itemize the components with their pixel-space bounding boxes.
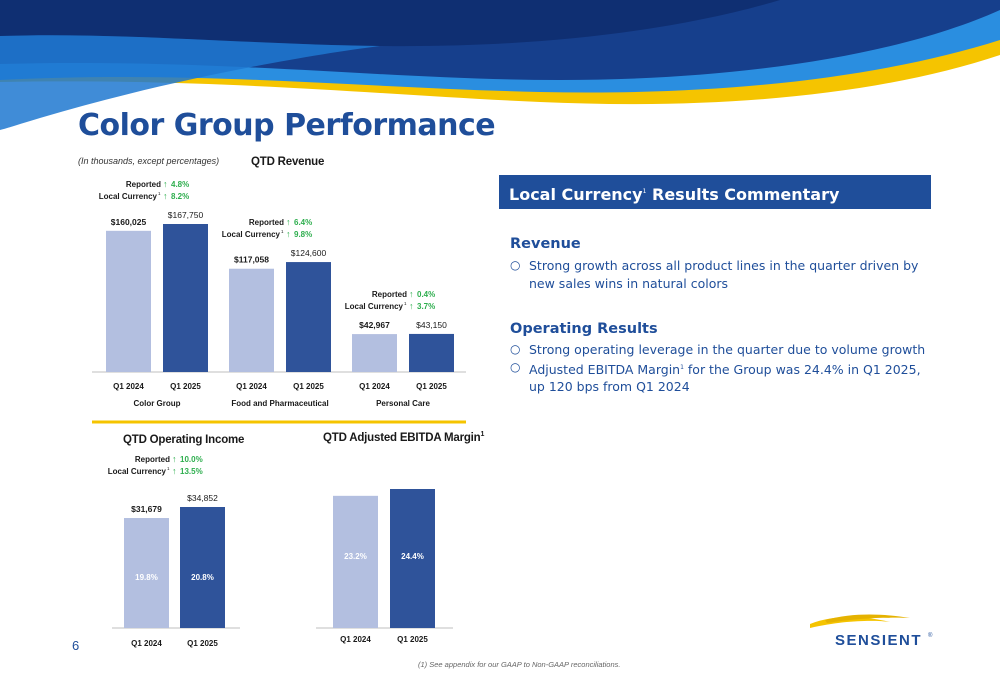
- operating-income-growth-local-value: 13.5%: [180, 467, 203, 476]
- operating-income-growth-local-label: Local Currency: [108, 467, 167, 476]
- revenue-growth-local-label: Local Currency: [222, 230, 281, 239]
- bullet-text: Strong growth across all product lines i…: [529, 258, 919, 291]
- revenue-bar: [286, 262, 331, 372]
- revenue-tick-label: Q1 2025: [293, 382, 324, 391]
- wave-left-blue: [0, 35, 380, 130]
- revenue-tick-label: Q1 2025: [170, 382, 201, 391]
- revenue-heading: Revenue: [510, 236, 581, 252]
- revenue-bar: [163, 224, 208, 372]
- revenue-growth-local-value: 3.7%: [417, 302, 435, 311]
- ebitda-tick-label: Q1 2024: [340, 635, 371, 644]
- ebitda-inner-label: 24.4%: [401, 552, 424, 561]
- revenue-bar: [106, 230, 151, 372]
- revenue-bullet: ○ Strong growth across all product lines …: [510, 257, 940, 292]
- page-title: Color Group Performance: [78, 108, 496, 143]
- revenue-growth-local-value: 8.2%: [171, 192, 189, 201]
- bullet-icon: ○: [510, 258, 521, 272]
- ebitda-bar: [390, 489, 435, 628]
- ebitda-bar: [333, 495, 378, 628]
- bullet-icon: ○: [510, 342, 521, 356]
- operating-income-growth-reported-value: 10.0%: [180, 455, 203, 464]
- revenue-group-label: Food and Pharmaceutical: [231, 399, 328, 408]
- operating-income-bar: [124, 518, 169, 628]
- page-number: 6: [72, 638, 80, 653]
- operating-income-growth-local-sup: 1: [167, 466, 170, 471]
- bullet-icon: ○: [510, 359, 521, 374]
- footnote: (1) See appendix for our GAAP to Non-GAA…: [418, 660, 621, 669]
- bullet-text: Strong operating leverage in the quarter…: [529, 342, 926, 357]
- revenue-value-label: $160,025: [111, 217, 147, 227]
- revenue-growth-local-arrow-icon: ↑: [163, 191, 168, 201]
- revenue-tick-label: Q1 2025: [416, 382, 447, 391]
- operating-income-value-label: $31,679: [131, 504, 162, 514]
- operating-results-bullets: ○ Strong operating leverage in the quarte…: [510, 341, 940, 396]
- revenue-value-label: $43,150: [416, 320, 447, 330]
- operating-income-bar: [180, 507, 225, 628]
- revenue-growth-local-label: Local Currency: [345, 302, 404, 311]
- wave-dark-navy: [0, 0, 780, 47]
- revenue-value-label: $124,600: [291, 248, 327, 258]
- revenue-group-label: Personal Care: [376, 399, 430, 408]
- commentary-header-sup: 1: [642, 188, 647, 195]
- ebitda-margin-chart-title: QTD Adjusted EBITDA Margin1: [323, 431, 484, 444]
- revenue-value-label: $167,750: [168, 210, 204, 220]
- operating-income-inner-label: 20.8%: [191, 573, 214, 582]
- operating-income-growth-local-arrow-icon: ↑: [172, 466, 177, 476]
- operating-income-value-label: $34,852: [187, 493, 218, 503]
- revenue-growth-reported-arrow-icon: ↑: [163, 179, 168, 189]
- revenue-group-label: Color Group: [133, 399, 180, 408]
- bullet-sup: 1: [680, 363, 684, 371]
- logo-swoosh-gold: [825, 614, 910, 623]
- revenue-growth-reported-arrow-icon: ↑: [286, 217, 291, 227]
- commentary-header-text: Local Currency: [509, 185, 643, 204]
- revenue-growth-reported-value: 6.4%: [294, 218, 312, 227]
- commentary-header-rest: Results Commentary: [646, 185, 840, 204]
- sensient-logo: SENSIENT ®: [810, 614, 933, 649]
- revenue-bar: [229, 268, 274, 372]
- revenue-growth-reported-label: Reported: [126, 180, 161, 189]
- revenue-bar: [409, 333, 454, 372]
- revenue-growth-local-arrow-icon: ↑: [409, 301, 414, 311]
- ebitda-tick-label: Q1 2025: [397, 635, 428, 644]
- bullet-text-rest: for the Group was 24.4% in Q1 2025, up 1…: [529, 361, 921, 395]
- revenue-tick-label: Q1 2024: [113, 382, 144, 391]
- revenue-chart-title: QTD Revenue: [251, 156, 325, 168]
- revenue-value-label: $117,058: [234, 255, 269, 265]
- revenue-value-label: $42,967: [359, 320, 390, 330]
- revenue-tick-label: Q1 2024: [359, 382, 390, 391]
- revenue-growth-reported-label: Reported: [372, 290, 407, 299]
- operating-income-growth-reported-label: Reported: [135, 455, 170, 464]
- revenue-growth-local-sup: 1: [158, 191, 161, 196]
- operating-results-heading: Operating Results: [510, 321, 658, 337]
- revenue-growth-local-sup: 1: [281, 229, 284, 234]
- operating-income-inner-label: 19.8%: [135, 573, 158, 582]
- operating-income-tick-label: Q1 2024: [131, 639, 162, 648]
- header-waves: [0, 0, 1000, 130]
- ebitda-margin-title-text: QTD Adjusted EBITDA Margin: [323, 431, 481, 444]
- bullet-text: Adjusted EBITDA Margin: [529, 361, 681, 377]
- units-note: (In thousands, except percentages): [78, 156, 220, 166]
- revenue-growth-reported-label: Reported: [249, 218, 284, 227]
- revenue-growth-reported-value: 4.8%: [171, 180, 189, 189]
- revenue-growth-local-label: Local Currency: [99, 192, 158, 201]
- ebitda-inner-label: 23.2%: [344, 552, 367, 561]
- operating-bullet: ○ Adjusted EBITDA Margin1 for the Group w…: [510, 359, 940, 396]
- revenue-bullets: ○ Strong growth across all product lines …: [510, 257, 940, 292]
- revenue-growth-reported-arrow-icon: ↑: [409, 289, 414, 299]
- ebitda-margin-title-sup: 1: [480, 431, 485, 438]
- operating-income-tick-label: Q1 2025: [187, 639, 218, 648]
- revenue-growth-local-value: 9.8%: [294, 230, 312, 239]
- operating-bullet: ○ Strong operating leverage in the quarte…: [510, 341, 940, 359]
- operating-income-growth-reported-arrow-icon: ↑: [172, 454, 177, 464]
- revenue-growth-reported-value: 0.4%: [417, 290, 435, 299]
- revenue-tick-label: Q1 2024: [236, 382, 267, 391]
- revenue-growth-local-sup: 1: [404, 301, 407, 306]
- logo-text: SENSIENT: [835, 632, 922, 649]
- logo-trademark: ®: [928, 632, 933, 639]
- revenue-growth-local-arrow-icon: ↑: [286, 229, 291, 239]
- operating-income-chart-title: QTD Operating Income: [123, 434, 245, 446]
- commentary-header: Local Currency1 Results Commentary: [499, 175, 931, 209]
- revenue-bar: [352, 334, 397, 372]
